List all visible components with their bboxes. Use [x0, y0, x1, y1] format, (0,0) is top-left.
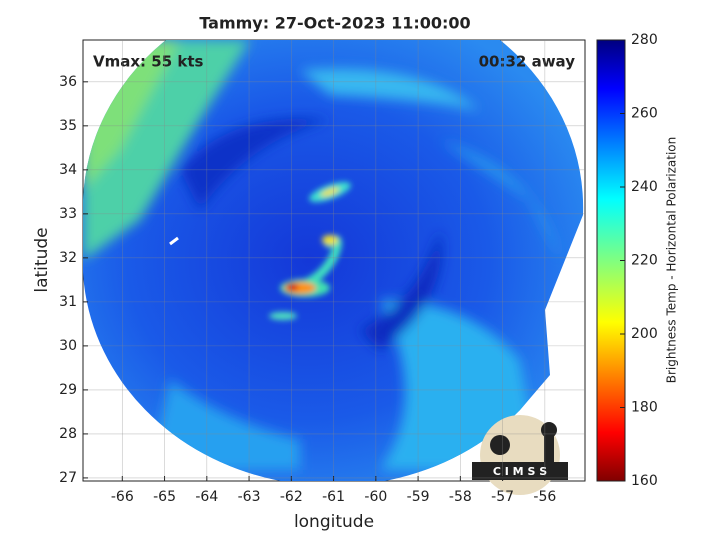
y-tick-label: 28 [59, 426, 77, 442]
x-tick-label: -63 [238, 489, 261, 505]
x-tick-label: -59 [407, 489, 430, 505]
satellite-image [83, 40, 584, 481]
colorbar-label: Brightness Temp - Horizontal Polarizatio… [665, 137, 679, 384]
x-tick-label: -61 [322, 489, 345, 505]
colorbar-tick-label: 240 [631, 179, 658, 195]
logo-text: C I M S S [493, 465, 547, 478]
x-tick-label: -57 [491, 489, 514, 505]
cimss-logo: C I M S S [472, 415, 568, 495]
annotation: 00:32 away [479, 53, 576, 71]
y-tick-label: 29 [59, 382, 77, 398]
y-tick-label: 27 [59, 470, 77, 486]
colorbar-tick-label: 260 [631, 106, 658, 122]
x-tick-label: -64 [195, 489, 218, 505]
x-tick-label: -62 [280, 489, 303, 505]
y-tick-label: 35 [59, 118, 77, 134]
x-tick-label: -60 [364, 489, 387, 505]
y-tick-label: 31 [59, 294, 77, 310]
x-tick-label: -56 [533, 489, 556, 505]
colorbar-tick-label: 220 [631, 253, 658, 269]
colorbar-tick-label: 180 [631, 400, 658, 416]
x-tick-label: -66 [111, 489, 134, 505]
y-tick-label: 30 [59, 338, 77, 354]
x-axis-label: longitude [294, 512, 374, 532]
y-tick-label: 34 [59, 162, 77, 178]
x-tick-label: -58 [449, 489, 472, 505]
y-tick-label: 36 [59, 74, 77, 90]
colorbar-tick-label: 200 [631, 326, 658, 342]
x-tick-label: -65 [153, 489, 176, 505]
chart-title: Tammy: 27-Oct-2023 11:00:00 [199, 14, 470, 33]
annotation: Vmax: 55 kts [93, 53, 203, 71]
y-tick-label: 32 [59, 250, 77, 266]
y-axis-label: latitude [32, 227, 52, 292]
y-tick-label: 33 [59, 206, 77, 222]
colorbar-tick-label: 160 [631, 473, 658, 489]
colorbar-tick-label: 280 [631, 32, 658, 48]
